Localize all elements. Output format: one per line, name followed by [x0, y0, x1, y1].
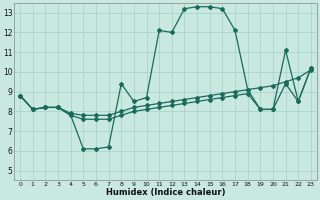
- X-axis label: Humidex (Indice chaleur): Humidex (Indice chaleur): [106, 188, 225, 197]
